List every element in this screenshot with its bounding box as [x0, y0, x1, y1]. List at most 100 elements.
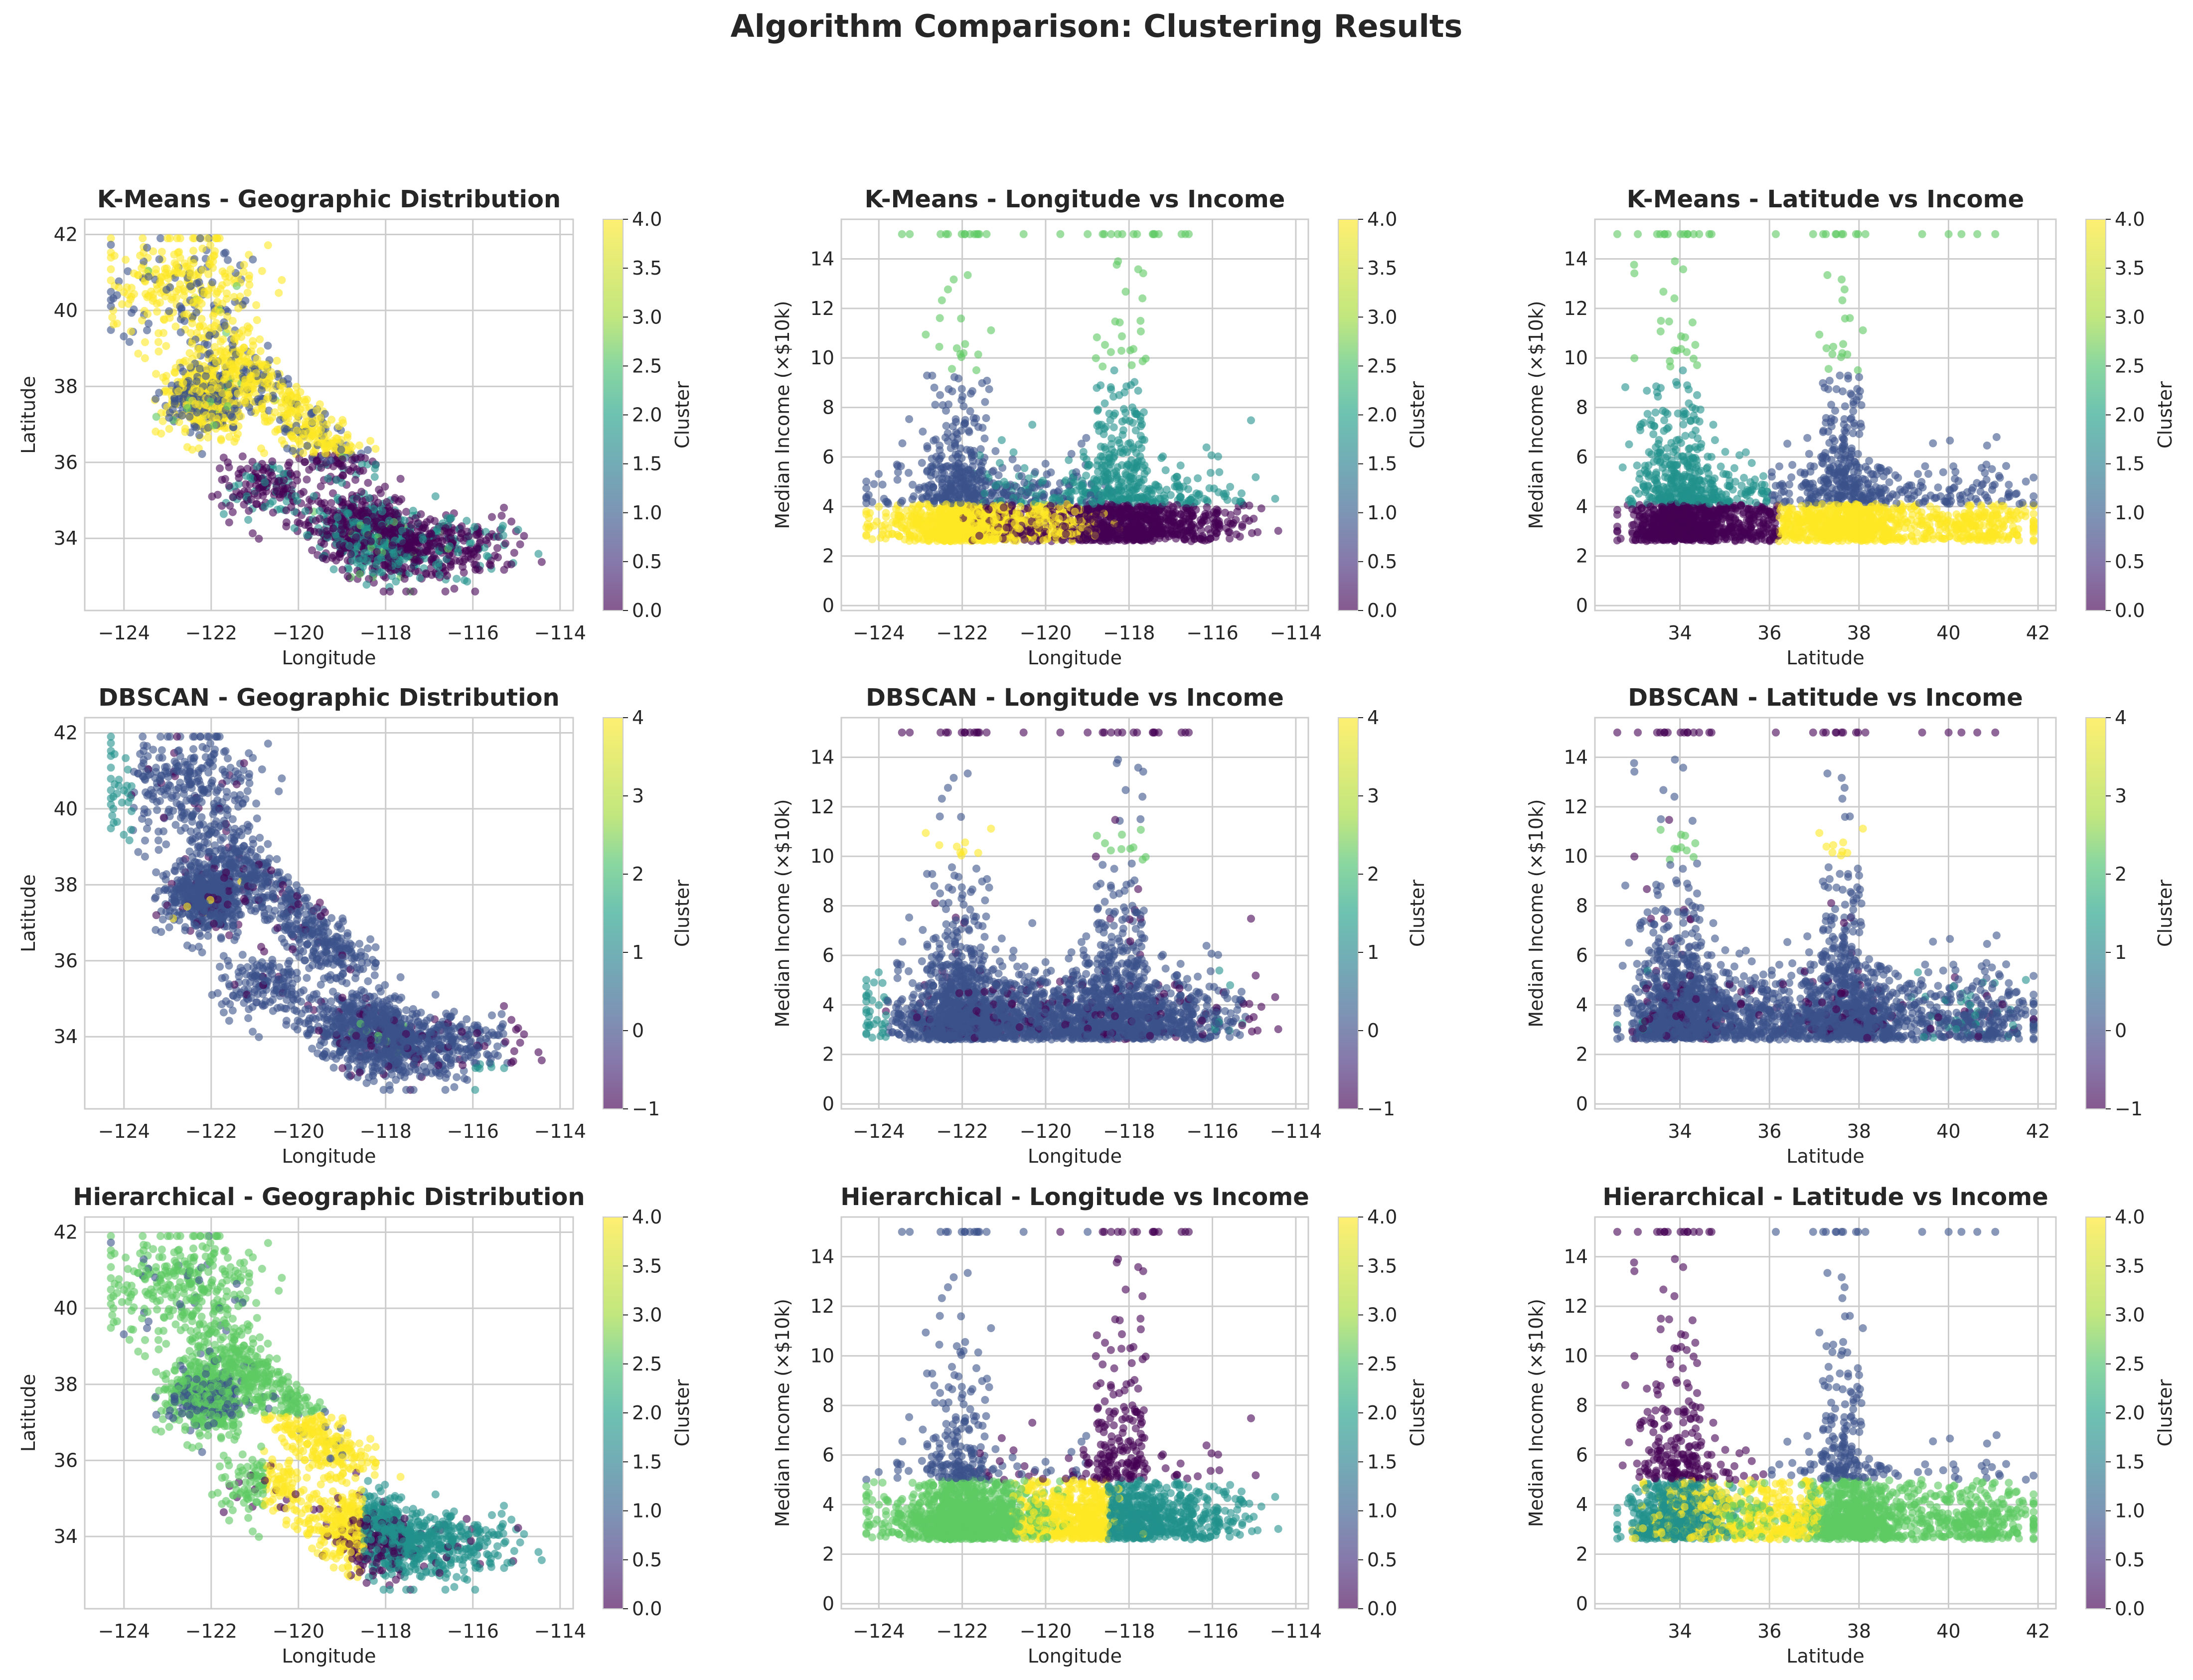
- data-point: [185, 413, 194, 421]
- data-point: [423, 547, 432, 556]
- data-point: [192, 377, 201, 386]
- data-point: [212, 357, 220, 366]
- data-point: [386, 587, 394, 596]
- data-point: [488, 513, 496, 521]
- data-point: [937, 230, 945, 238]
- data-point: [294, 518, 302, 526]
- data-point: [284, 461, 293, 469]
- data-point: [232, 434, 240, 443]
- data-point: [1096, 452, 1105, 460]
- data-point: [191, 400, 199, 408]
- data-point: [338, 566, 347, 574]
- data-point: [465, 546, 473, 555]
- data-point: [520, 532, 528, 540]
- data-point: [225, 482, 233, 490]
- data-point: [928, 371, 937, 380]
- data-point: [1136, 327, 1145, 335]
- data-point: [143, 326, 151, 334]
- data-point: [122, 256, 130, 264]
- data-point: [997, 436, 1006, 445]
- data-point: [946, 463, 955, 472]
- data-point: [216, 464, 224, 472]
- data-point: [396, 557, 404, 566]
- data-point: [224, 256, 232, 264]
- data-point: [500, 566, 508, 574]
- data-point: [1163, 505, 1172, 514]
- data-point: [1126, 439, 1134, 447]
- data-point: [1093, 384, 1101, 392]
- data-point: [258, 400, 266, 408]
- data-point: [1245, 516, 1253, 525]
- data-point: [1039, 493, 1048, 501]
- data-point: [217, 436, 225, 445]
- data-point: [957, 314, 965, 323]
- data-point: [1214, 453, 1222, 460]
- data-point: [230, 335, 238, 343]
- data-point: [209, 421, 218, 430]
- data-point: [944, 285, 952, 294]
- data-point: [1247, 416, 1255, 425]
- data-point: [225, 433, 233, 441]
- data-point: [434, 563, 443, 571]
- data-point: [965, 428, 973, 436]
- data-point: [193, 408, 201, 417]
- data-point: [107, 241, 115, 249]
- figure-title: Algorithm Comparison: Clustering Results: [731, 8, 1463, 44]
- data-point: [332, 476, 341, 484]
- data-point: [948, 365, 956, 373]
- data-point: [389, 549, 398, 557]
- scatter-points: [107, 234, 546, 596]
- data-point: [898, 497, 907, 505]
- data-point: [396, 474, 405, 483]
- data-point: [962, 446, 971, 454]
- data-point: [174, 248, 182, 257]
- data-point: [268, 457, 277, 465]
- data-point: [323, 531, 331, 539]
- data-point: [194, 344, 202, 353]
- data-point: [1127, 361, 1136, 369]
- colorbar-tick-label: 2.5: [632, 355, 662, 377]
- data-point: [1138, 294, 1147, 303]
- data-point: [1150, 504, 1158, 512]
- data-point: [355, 570, 364, 578]
- data-point: [1020, 536, 1029, 544]
- data-point: [1109, 423, 1118, 432]
- data-point: [125, 338, 134, 346]
- data-point: [220, 321, 229, 330]
- data-point: [174, 387, 182, 395]
- data-point: [427, 529, 435, 537]
- data-point: [264, 341, 272, 350]
- data-point: [435, 571, 444, 579]
- data-point: [485, 560, 494, 569]
- data-point: [335, 550, 344, 558]
- data-point: [234, 389, 242, 398]
- data-point: [346, 441, 354, 450]
- data-point: [1197, 526, 1205, 534]
- data-point: [385, 502, 394, 511]
- data-point: [124, 300, 133, 308]
- subplot-title: K-Means - Geographic Distribution: [97, 185, 561, 213]
- data-point: [282, 415, 290, 424]
- data-point: [267, 368, 276, 376]
- data-point: [282, 518, 291, 527]
- data-point: [936, 462, 944, 471]
- data-point: [875, 470, 883, 478]
- data-point: [188, 319, 196, 327]
- data-point: [190, 422, 199, 431]
- data-point: [294, 402, 303, 410]
- data-point: [171, 369, 179, 377]
- data-point: [159, 373, 167, 382]
- y-axis-label: Latitude: [17, 376, 39, 454]
- data-point: [163, 234, 172, 243]
- data-point: [224, 458, 232, 466]
- data-point: [152, 265, 160, 274]
- data-point: [493, 544, 501, 552]
- data-point: [141, 338, 149, 346]
- data-point: [180, 287, 189, 296]
- data-point: [510, 549, 518, 557]
- data-point: [189, 234, 197, 243]
- data-point: [264, 393, 272, 401]
- data-point: [173, 234, 181, 243]
- data-point: [308, 418, 316, 426]
- data-point: [943, 429, 952, 438]
